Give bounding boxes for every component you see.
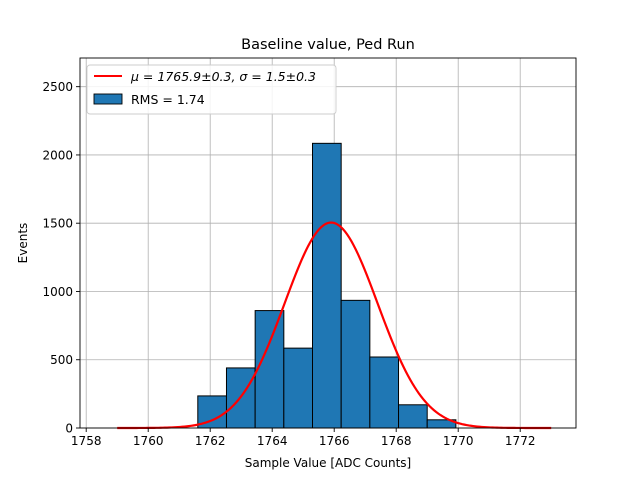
x-tick-label: 1772: [505, 434, 536, 448]
x-tick-label: 1766: [319, 434, 350, 448]
x-tick-label: 1768: [381, 434, 412, 448]
histogram-bar: [340, 299, 371, 429]
histogram-bar: [369, 356, 400, 429]
y-tick-label: 1500: [42, 217, 73, 231]
y-tick-label: 1000: [42, 285, 73, 299]
x-tick-label: 1762: [195, 434, 226, 448]
histogram-bar: [283, 347, 314, 429]
x-tick-label: 1764: [257, 434, 288, 448]
y-axis-label: Events: [16, 223, 30, 264]
legend-box: [86, 64, 337, 115]
y-tick-label: 2500: [42, 80, 73, 94]
histogram-bar: [398, 404, 428, 429]
gaussian-fit: [117, 221, 552, 430]
plot-frame: [79, 57, 577, 429]
x-axis-label: Sample Value [ADC Counts]: [245, 456, 411, 470]
y-tick-label: 2000: [42, 148, 73, 162]
legend-hist-swatch: [93, 93, 123, 105]
fit-curve: [117, 221, 552, 430]
x-tick-label: 1758: [71, 434, 102, 448]
x-tick-label: 1770: [443, 434, 474, 448]
y-axis-ticks: 0 500 1000 1500 2000 2500: [42, 80, 80, 436]
x-tick-label: 1760: [133, 434, 164, 448]
legend-fit-label: μ = 1765.9±0.3, σ = 1.5±0.3: [130, 69, 316, 84]
histogram-bar: [254, 310, 285, 429]
legend-hist-label: RMS = 1.74: [131, 92, 205, 107]
chart-title: Baseline value, Ped Run: [241, 37, 415, 53]
y-tick-label: 500: [50, 353, 73, 367]
x-axis-ticks: 1758 1760 1762 1764 1766 1768 1770 1772: [71, 428, 536, 448]
histogram-bar: [312, 142, 342, 429]
y-tick-label: 0: [65, 422, 73, 436]
legend: μ = 1765.9±0.3, σ = 1.5±0.3 RMS = 1.74: [86, 64, 337, 115]
